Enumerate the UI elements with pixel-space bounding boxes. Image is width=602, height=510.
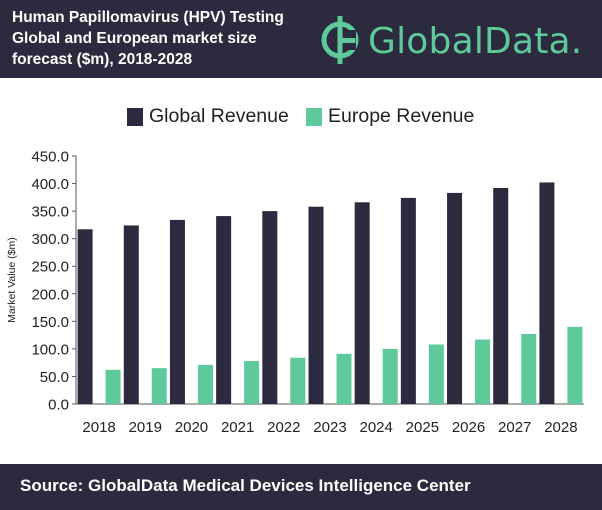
y-tick-label: 50.0	[40, 369, 69, 386]
bar-global-2021	[216, 216, 232, 404]
bar-europe-2018	[105, 369, 121, 404]
y-tick-label: 300.0	[31, 231, 69, 248]
bar-europe-2022	[290, 357, 306, 404]
y-tick-label: 350.0	[31, 204, 69, 221]
legend-label-global: Global Revenue	[149, 105, 289, 127]
bar-europe-2020	[197, 364, 213, 404]
x-tick-label: 2025	[406, 419, 439, 436]
bar-europe-2027	[521, 334, 537, 404]
x-tick-label: 2028	[544, 419, 577, 436]
x-tick-label: 2023	[313, 419, 346, 436]
bar-global-2028	[539, 182, 555, 404]
y-tick-label: 100.0	[31, 341, 69, 358]
bar-global-2027	[493, 187, 509, 404]
x-tick-label: 2022	[267, 419, 300, 436]
bar-europe-2025	[428, 344, 444, 404]
y-tick-label: 450.0	[31, 149, 69, 166]
bar-global-2024	[354, 202, 370, 404]
footer-banner: Source: GlobalData Medical Devices Intel…	[0, 464, 602, 510]
bar-europe-2021	[244, 361, 260, 404]
legend-swatch-europe	[306, 107, 322, 126]
bar-europe-2024	[382, 348, 398, 404]
globaldata-logo-icon	[321, 16, 359, 64]
y-tick-label: 250.0	[31, 259, 69, 276]
globaldata-logo: GlobalData.	[318, 12, 594, 68]
logo-text: GlobalData.	[368, 21, 583, 62]
legend: Global Revenue Europe Revenue	[0, 105, 602, 129]
x-tick-label: 2020	[175, 419, 208, 436]
bar-global-2022	[262, 211, 278, 404]
bar-europe-2026	[475, 339, 491, 404]
bar-europe-2019	[151, 368, 167, 404]
bar-global-2026	[447, 192, 463, 404]
bar-chart: 0.0 50.0 100.0 150.0 200.0 250.0 300.0 350.0 400…	[6, 149, 584, 436]
chart-title-line-3: forecast ($m), 2018-2028	[12, 51, 193, 68]
legend-label-europe: Europe Revenue	[328, 105, 475, 127]
y-axis-title: Market Value ($m)	[6, 237, 18, 323]
legend-swatch-global	[127, 107, 143, 126]
bar-global-2020	[169, 219, 185, 404]
chart-title-line-2: Global and European market size	[12, 30, 257, 47]
bar-global-2019	[123, 225, 139, 404]
bar-global-2023	[308, 206, 324, 404]
chart-title-line-1: Human Papillomavirus (HPV) Testing	[12, 9, 284, 26]
y-tick-label: 150.0	[31, 314, 69, 331]
x-tick-label: 2027	[498, 419, 531, 436]
y-tick-label: 200.0	[31, 286, 69, 303]
x-tick-label: 2024	[359, 419, 392, 436]
x-tick-label: 2018	[82, 419, 115, 436]
x-tick-label: 2026	[452, 419, 485, 436]
legend-item-global: Global Revenue	[127, 105, 289, 128]
bar-global-2025	[400, 197, 416, 404]
x-tick-label: 2021	[221, 419, 254, 436]
x-tick-label: 2019	[129, 419, 162, 436]
bar-global-2018	[77, 229, 93, 404]
header-banner: Human Papillomavirus (HPV) Testing Globa…	[0, 0, 602, 78]
source-text: Source: GlobalData Medical Devices Intel…	[20, 476, 471, 495]
y-tick-label: 400.0	[31, 176, 69, 193]
bar-europe-2028	[567, 326, 583, 404]
y-tick-label: 0.0	[48, 397, 69, 414]
bar-europe-2023	[336, 353, 352, 404]
legend-item-europe: Europe Revenue	[306, 105, 474, 128]
